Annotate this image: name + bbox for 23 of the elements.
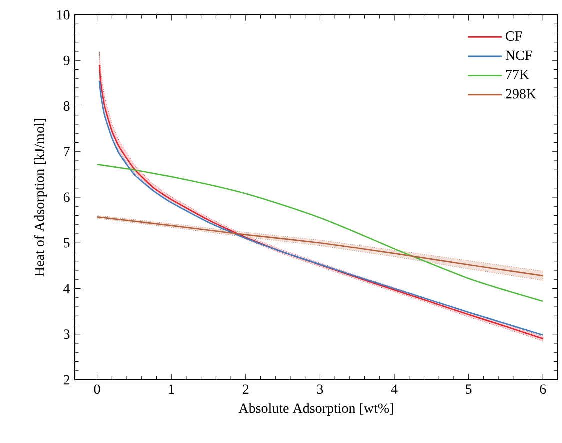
y-tick-label: 6 [64, 192, 70, 202]
y-tick-label: 10 [58, 10, 70, 20]
legend-label: NCF [506, 50, 532, 60]
legend-label: 77K [506, 70, 530, 80]
y-tick-label: 3 [64, 330, 70, 340]
x-axis-title: Absolute Adsorption [wt%] [238, 403, 394, 416]
x-tick-label: 3 [317, 384, 324, 394]
legend-label: CF [506, 32, 522, 41]
y-axis-title: Heat of Adsorption [kJ/mol] [34, 119, 48, 277]
x-tick-label: 5 [466, 384, 472, 394]
legend-label: 298K [506, 89, 536, 99]
x-tick-label: 0 [94, 384, 100, 394]
y-tick-label: 2 [64, 375, 70, 385]
y-tick-label: 8 [64, 102, 70, 111]
y-tick-label: 4 [64, 284, 70, 294]
y-tick-label: 5 [64, 238, 70, 248]
x-tick-label: 4 [391, 384, 398, 394]
y-tick-label: 7 [64, 147, 70, 156]
x-tick-label: 6 [540, 384, 546, 394]
line-series [96, 164, 544, 302]
x-tick-label: 1 [169, 384, 174, 394]
x-tick-label: 2 [243, 384, 249, 394]
y-tick-label: 9 [64, 56, 70, 66]
